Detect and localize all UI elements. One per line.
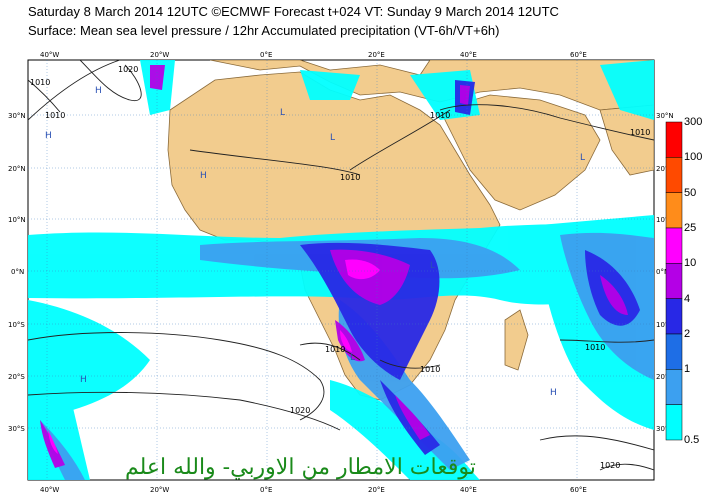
arabic-caption: توقعات الامطار من الاوربي- والله اعلم [125,455,476,480]
left-latitude-ticks: 30°N 20°N 10°N 0°N 10°S 20°S 30°S [8,112,26,433]
legend-labels: 300 100 50 25 10 4 2 1 0.5 [666,0,710,500]
graticule [28,60,654,480]
bottom-lon-tick: 0°E [260,486,272,494]
left-lat-tick: 30°N [8,112,26,120]
top-lon-tick: 40°W [40,51,59,59]
bottom-longitude-ticks: 40°W 20°W 0°E 20°E 40°E 60°E [40,486,587,494]
legend-label: 10 [684,257,697,270]
top-lon-tick: 40°E [460,51,477,59]
isobar-label-5: 1010 [430,111,450,120]
bottom-lon-tick: 20°W [150,486,169,494]
pressure-center-h1: H [95,86,102,96]
top-longitude-ticks: 40°W 20°W 0°E 20°E 40°E 60°E [40,51,587,59]
right-lat-tick: 30°S [656,425,673,433]
isobars [28,60,654,471]
pressure-center-l3: L [350,353,355,363]
madagascar-landmass [504,309,529,371]
top-lon-tick: 60°E [570,51,587,59]
top-lon-tick: 20°E [368,51,385,59]
legend-label: 100 [684,151,703,164]
isobar-label-6: 1010 [630,128,650,137]
bottom-lon-tick: 40°E [460,486,477,494]
top-lon-tick: 0°E [260,51,272,59]
legend-swatch [665,404,683,441]
right-lat-tick: 10°S [656,321,673,329]
right-lat-tick: 30°N [656,112,674,120]
pressure-center-h4: H [80,375,87,385]
legend-label: 300 [684,116,703,128]
isobar-label-3: 1010 [45,111,65,120]
legend-label: 1 [684,363,691,376]
top-lon-tick: 20°W [150,51,169,59]
bottom-lon-tick: 20°E [368,486,385,494]
left-lat-tick: 0°N [11,268,24,276]
isobar-labels: 1010 1020 1010 1010 1010 1010 1010 1010 … [30,65,650,470]
isobar-label-10: 1020 [290,406,310,415]
left-lat-tick: 20°N [8,165,26,173]
isobar-label-8: 1010 [420,365,440,374]
legend-label: 0.5 [684,434,700,446]
pressure-center-l1: L [280,108,285,118]
legend-label: 4 [684,292,691,305]
bottom-lon-tick: 60°E [570,486,587,494]
left-lat-tick: 20°S [8,373,25,381]
isobar-label-11: 1020 [600,461,620,470]
right-lat-tick: 10°N [656,216,674,224]
isobar-label-7: 1010 [325,345,345,354]
right-lat-tick: 0°N [656,268,669,276]
isobar-label-1: 1010 [30,78,50,87]
forecast-subtitle: Surface: Mean sea level pressure / 12hr … [28,23,500,38]
pressure-center-h5: H [550,388,557,398]
pressure-center-l2: L [330,133,335,143]
forecast-title: Saturday 8 March 2014 12UTC ©ECMWF Forec… [28,4,559,19]
right-latitude-ticks: 30°N 20°N 10°N 0°N 10°S 20°S 30°S [656,112,674,433]
pressure-center-l4: L [430,261,435,271]
pressure-center-h2: H [45,131,52,141]
pressure-center-l5: L [580,153,585,163]
right-lat-tick: 20°S [656,373,673,381]
map-header: Saturday 8 March 2014 12UTC ©ECMWF Forec… [0,0,710,44]
isobar-label-4: 1010 [340,173,360,182]
left-lat-tick: 10°S [8,321,25,329]
isobar-label-9: 1010 [585,343,605,352]
right-lat-tick: 20°N [656,165,674,173]
legend-label: 50 [684,186,697,199]
bottom-lon-tick: 40°W [40,486,59,494]
legend-label: 25 [684,222,697,234]
arabia-landmass [439,94,601,211]
precipitation-legend [665,121,683,441]
legend-label: 2 [684,328,691,340]
left-lat-tick: 10°N [8,216,26,224]
pressure-center-labels: H H L L H H H L L L [45,86,585,398]
isobar-label-2: 1020 [118,65,138,74]
pressure-center-h3: H [200,171,207,181]
left-lat-tick: 30°S [8,425,25,433]
precip-extreme [48,259,380,454]
